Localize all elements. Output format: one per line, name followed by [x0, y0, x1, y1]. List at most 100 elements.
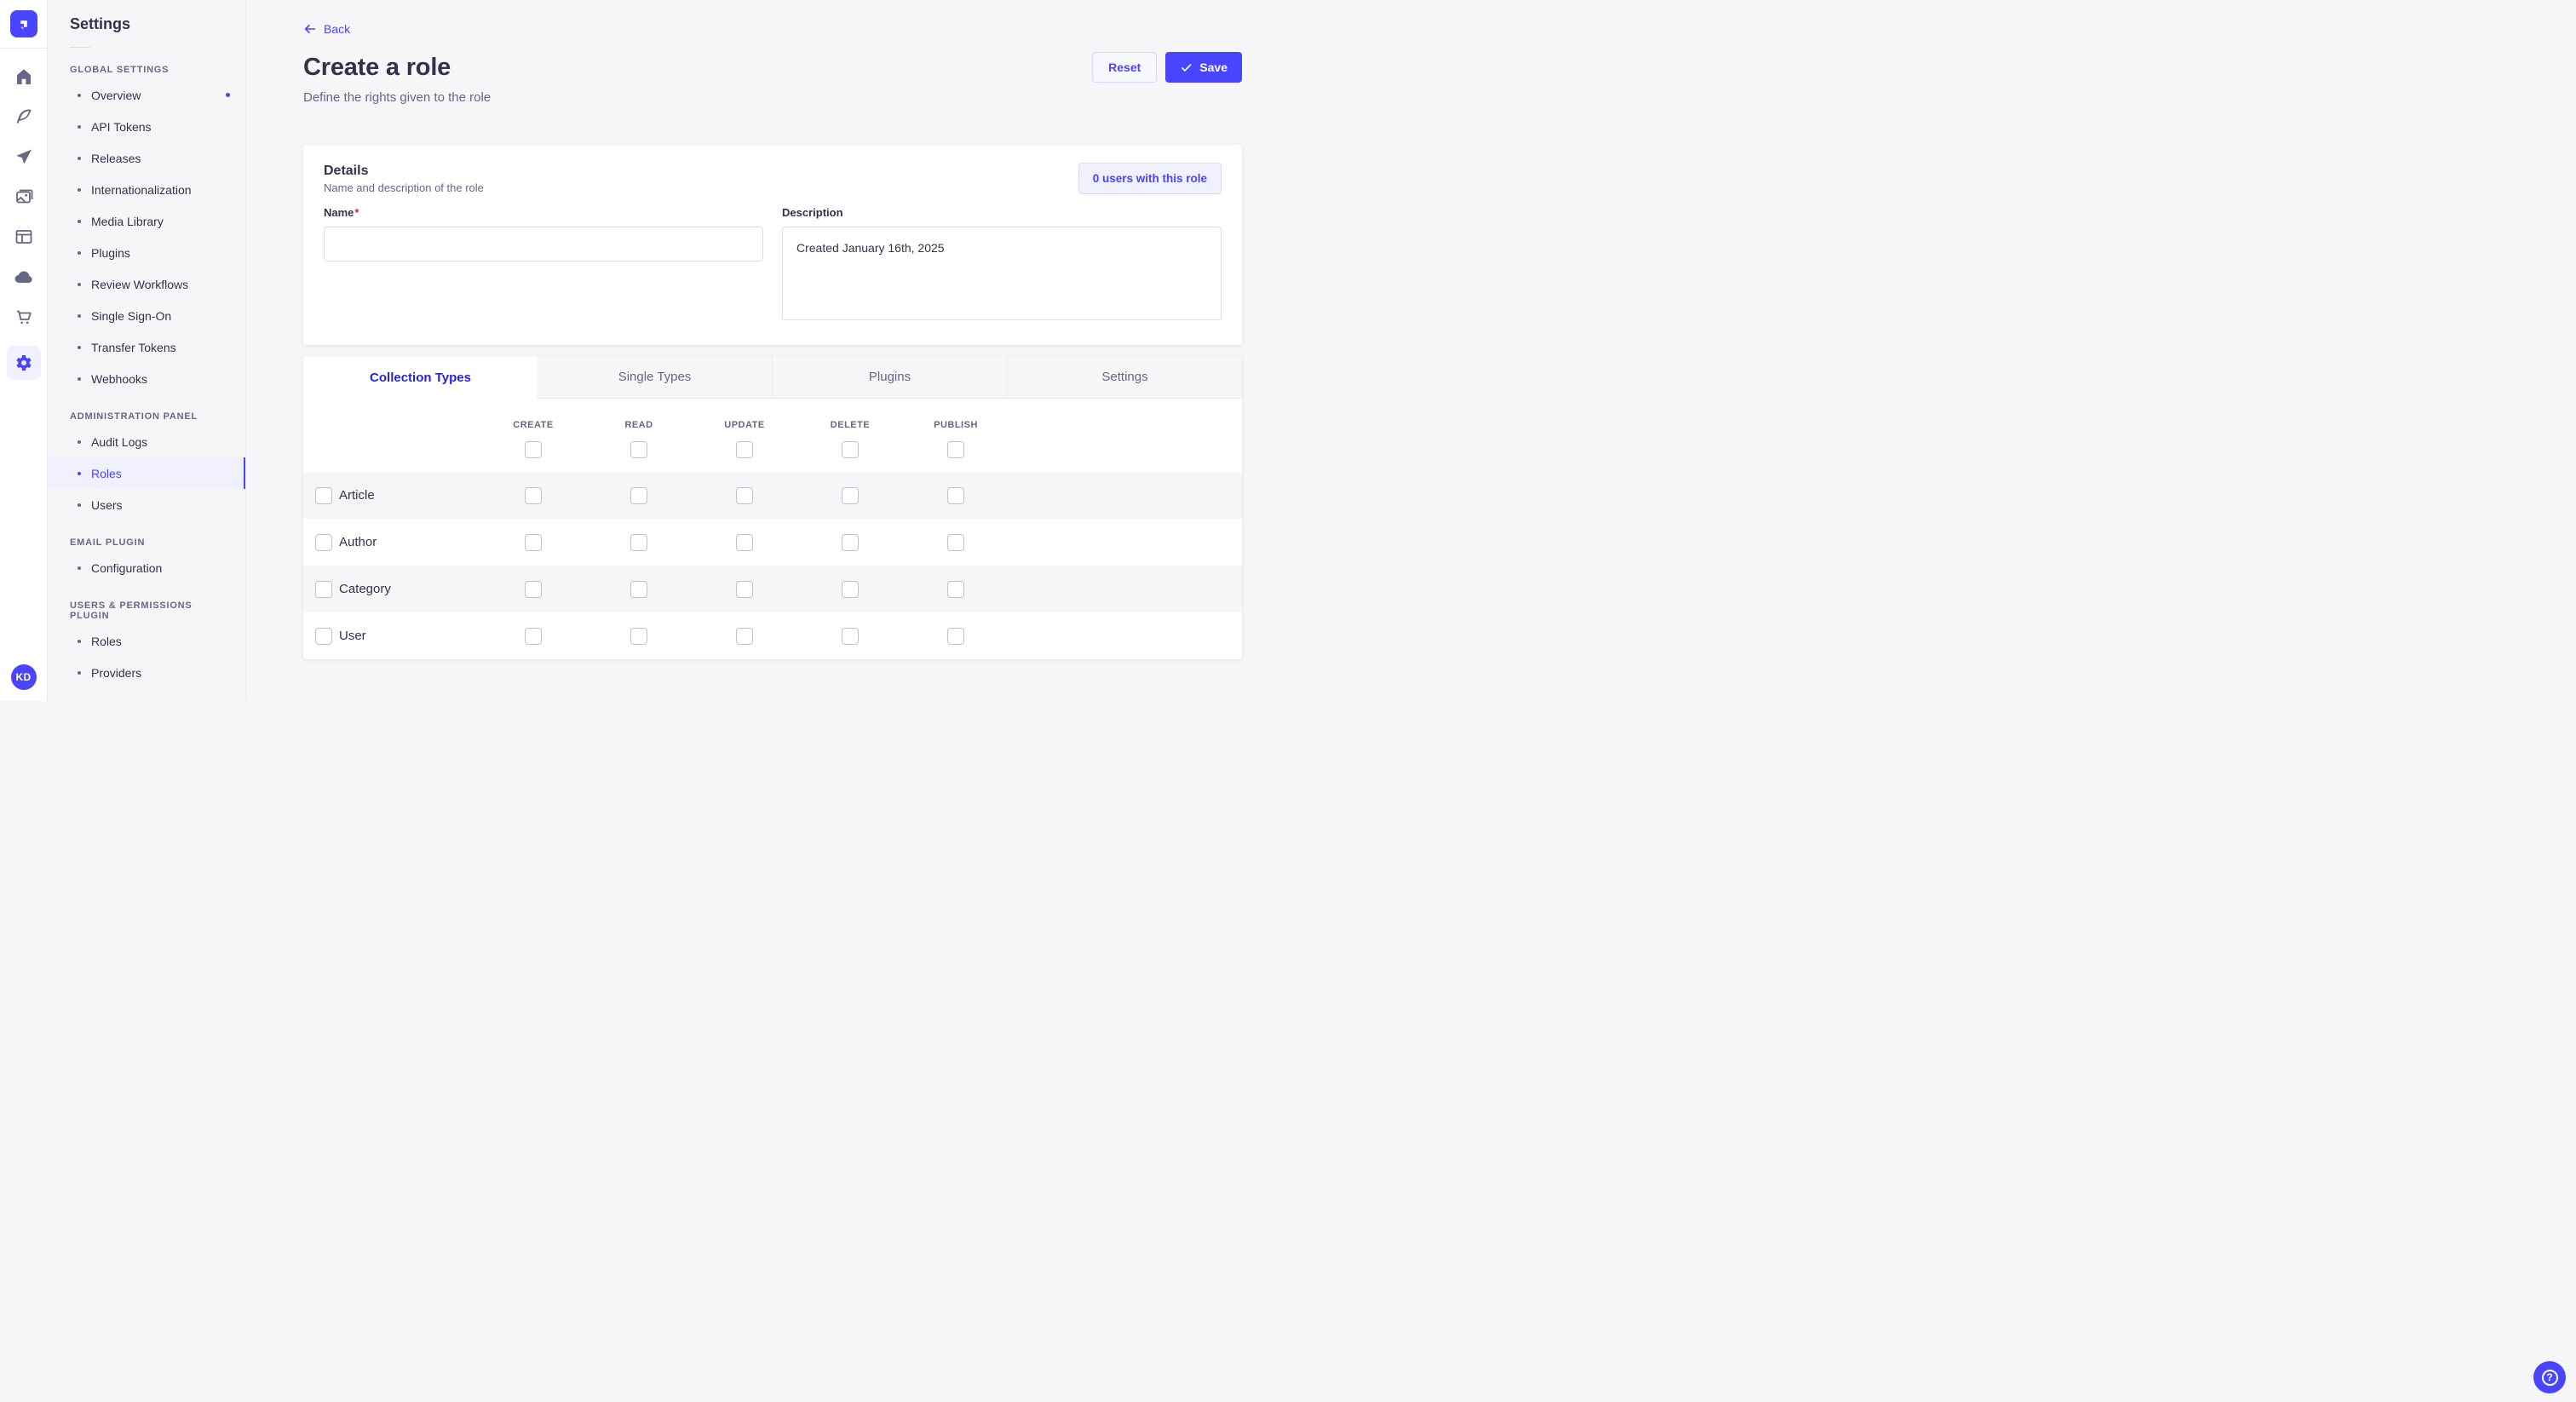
media-library-icon[interactable] — [13, 186, 35, 208]
article-delete-checkbox[interactable] — [842, 486, 859, 504]
bullet — [78, 187, 81, 192]
save-label: Save — [1199, 60, 1228, 74]
sidebar-item-label: Configuration — [91, 560, 163, 575]
strapi-logo-icon[interactable] — [9, 10, 37, 37]
bullet — [78, 345, 81, 349]
tab-settings[interactable]: Settings — [1007, 356, 1242, 399]
sidebar-item-label: Overview — [91, 88, 141, 102]
icon-rail: KD — [0, 0, 48, 701]
table-row-user: User — [303, 612, 1242, 659]
select-all-delete-checkbox[interactable] — [842, 441, 859, 458]
home-icon[interactable] — [13, 66, 35, 88]
description-textarea[interactable]: Created January 16th, 2025 — [782, 227, 1222, 320]
sidebar-item-plugins[interactable]: Plugins — [48, 237, 245, 268]
content-type-builder-icon[interactable] — [13, 226, 35, 248]
user-create-checkbox[interactable] — [525, 627, 542, 645]
bullet — [78, 566, 81, 570]
user-row-checkbox[interactable] — [315, 627, 332, 645]
select-all-publish-checkbox[interactable] — [947, 441, 964, 458]
sidebar-item-label: Transfer Tokens — [91, 340, 176, 354]
author-delete-checkbox[interactable] — [842, 533, 859, 551]
row-label-article: Article — [339, 488, 375, 503]
sidebar-item-webhooks[interactable]: Webhooks — [48, 363, 245, 394]
bullet — [78, 471, 81, 475]
column-label-update: UPDATE — [724, 420, 765, 430]
category-publish-checkbox[interactable] — [947, 580, 964, 598]
bullet — [78, 376, 81, 381]
article-publish-checkbox[interactable] — [947, 486, 964, 504]
sidebar-item-label: Plugins — [91, 245, 130, 260]
settings-sidebar: Settings GLOBAL SETTINGS Overview API To… — [48, 0, 246, 701]
author-publish-checkbox[interactable] — [947, 533, 964, 551]
author-read-checkbox[interactable] — [630, 533, 647, 551]
row-label-user: User — [339, 629, 366, 643]
sidebar-item-configuration[interactable]: Configuration — [48, 552, 245, 583]
reset-button[interactable]: Reset — [1092, 52, 1158, 83]
bullet — [78, 156, 81, 160]
sidebar-item-audit-logs[interactable]: Audit Logs — [48, 426, 245, 457]
category-delete-checkbox[interactable] — [842, 580, 859, 598]
page-subtitle: Define the rights given to the role — [303, 90, 492, 105]
tab-single-types[interactable]: Single Types — [538, 356, 772, 399]
author-create-checkbox[interactable] — [525, 533, 542, 551]
sidebar-item-providers[interactable]: Providers — [48, 657, 245, 688]
save-button[interactable]: Save — [1165, 52, 1242, 83]
settings-gear-icon[interactable] — [6, 346, 41, 380]
user-delete-checkbox[interactable] — [842, 627, 859, 645]
header-actions: Reset Save — [1092, 52, 1242, 83]
name-label-text: Name — [324, 206, 354, 219]
name-input[interactable] — [324, 227, 763, 261]
category-create-checkbox[interactable] — [525, 580, 542, 598]
help-button[interactable]: ? — [2533, 1361, 2566, 1393]
sidebar-item-review-workflows[interactable]: Review Workflows — [48, 268, 245, 300]
sidebar-item-api-tokens[interactable]: API Tokens — [48, 111, 245, 142]
sidebar-item-label: Users — [91, 497, 123, 512]
sidebar-item-single-sign-on[interactable]: Single Sign-On — [48, 300, 245, 331]
bullet — [78, 639, 81, 643]
tab-collection-types[interactable]: Collection Types — [303, 356, 538, 399]
article-read-checkbox[interactable] — [630, 486, 647, 504]
author-row-checkbox[interactable] — [315, 533, 332, 551]
rail-nav — [6, 49, 41, 380]
column-label-delete: DELETE — [830, 420, 871, 430]
user-read-checkbox[interactable] — [630, 627, 647, 645]
sidebar-item-media-library[interactable]: Media Library — [48, 205, 245, 237]
sidebar-item-label: API Tokens — [91, 119, 152, 134]
table-row-article: Article — [303, 472, 1242, 519]
sidebar-item-roles-up[interactable]: Roles — [48, 625, 245, 657]
paper-plane-icon[interactable] — [13, 146, 35, 168]
back-link[interactable]: Back — [303, 22, 350, 36]
permissions-table: CREATE READ UPDATE DELETE PUBLISH — [303, 399, 1242, 659]
cloud-icon[interactable] — [13, 266, 35, 288]
back-label: Back — [324, 22, 351, 36]
tab-plugins[interactable]: Plugins — [772, 356, 1007, 399]
select-all-read-checkbox[interactable] — [630, 441, 647, 458]
select-all-create-checkbox[interactable] — [525, 441, 542, 458]
user-avatar[interactable]: KD — [10, 664, 37, 690]
sidebar-item-users[interactable]: Users — [48, 489, 245, 520]
users-with-role-button[interactable]: 0 users with this role — [1078, 163, 1222, 194]
sidebar-item-roles-admin[interactable]: Roles — [48, 457, 245, 489]
article-row-checkbox[interactable] — [315, 486, 332, 504]
feather-content-icon[interactable] — [13, 106, 35, 128]
article-update-checkbox[interactable] — [736, 486, 753, 504]
permissions-panel: Collection Types Single Types Plugins Se… — [303, 356, 1242, 659]
category-read-checkbox[interactable] — [630, 580, 647, 598]
sidebar-item-overview[interactable]: Overview — [48, 79, 245, 111]
marketplace-cart-icon[interactable] — [13, 306, 35, 328]
sidebar-item-releases[interactable]: Releases — [48, 142, 245, 174]
select-all-update-checkbox[interactable] — [736, 441, 753, 458]
permissions-header-row: CREATE READ UPDATE DELETE PUBLISH — [303, 399, 1242, 472]
user-publish-checkbox[interactable] — [947, 627, 964, 645]
sidebar-item-label: Roles — [91, 466, 122, 480]
category-row-checkbox[interactable] — [315, 580, 332, 598]
sidebar-item-internationalization[interactable]: Internationalization — [48, 174, 245, 205]
column-delete: DELETE — [797, 399, 903, 472]
user-update-checkbox[interactable] — [736, 627, 753, 645]
sidebar-item-label: Audit Logs — [91, 434, 148, 449]
category-update-checkbox[interactable] — [736, 580, 753, 598]
author-update-checkbox[interactable] — [736, 533, 753, 551]
sidebar-item-transfer-tokens[interactable]: Transfer Tokens — [48, 331, 245, 363]
article-create-checkbox[interactable] — [525, 486, 542, 504]
notification-dot — [226, 93, 230, 97]
